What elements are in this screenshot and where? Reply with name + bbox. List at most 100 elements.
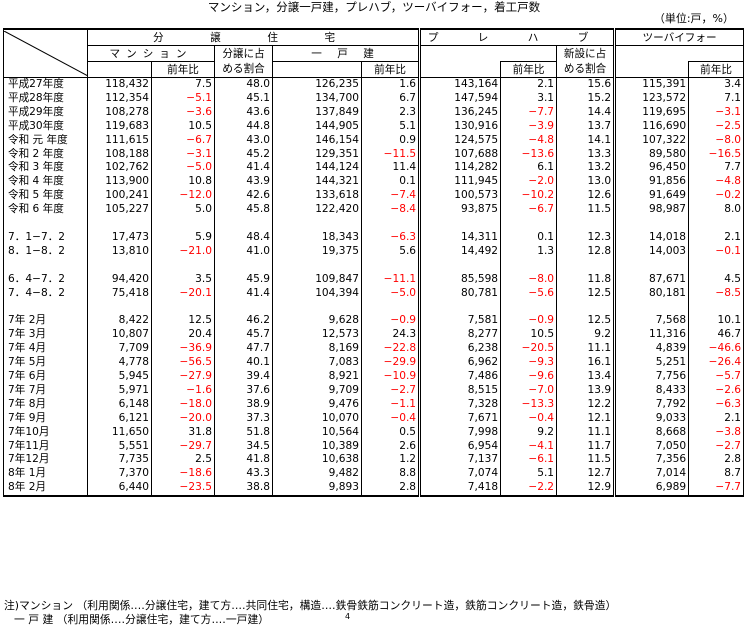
cell-ms: 41.4 [214,286,273,301]
row-label: 7年 7月 [3,383,88,398]
cell-p: 14,492 [419,244,502,259]
cell-m: 118,432 [87,77,152,92]
cell-pp: −13.3 [500,397,558,412]
cell-m: 75,418 [87,286,152,301]
spacer-row [3,258,745,273]
cell-ms: 43.0 [214,133,273,148]
note-line-1: 注)マンション （利用関係‥‥分譲住宅，建て方‥‥共同住宅，構造‥‥鉄骨鉄筋コン… [4,599,617,612]
table-row: 平成28年度 112,354 −5.1 45.1 134,700 6.7 147,594 3.… [3,91,745,106]
cell-m [87,258,152,273]
diagonal-line [4,31,87,76]
cell-ps: 12.1 [556,411,617,426]
cell-i: 7,083 [272,356,362,370]
cell-ps: 11.1 [556,425,617,440]
cell-ps: 12.5 [556,314,617,329]
cell-tp: 4.5 [688,272,745,287]
cell-ms: 41.4 [214,161,273,176]
cell-p: 80,781 [419,286,502,301]
cell-pp: −7.7 [500,105,558,120]
table-row: 7年11月 5,551 −29.7 34.5 10,389 2.6 6,954 −4.1 11.… [3,439,745,454]
cell-i: 129,351 [272,147,362,162]
cell-pp: −13.6 [500,147,558,162]
cell-ps: 12.2 [556,397,617,412]
cell-pp: 5.1 [500,467,558,482]
cell-ms: 43.3 [214,467,273,482]
header-mansion-share-2: める割合 [214,61,273,78]
table-row: 令和 元 年度 111,615 −6.7 43.0 146,154 0.9 124,575−… [3,133,745,148]
cell-ip: −8.4 [360,203,422,218]
cell-ps: 12.9 [556,481,617,498]
cell-pp: −0.9 [500,314,558,329]
cell-m: 113,900 [87,175,152,190]
cell-pp: 6.1 [500,161,558,176]
cell-pp: −4.8 [500,133,558,148]
cell-m [87,217,152,231]
cell-t: 9,033 [614,411,690,426]
cell-ip: −1.1 [360,397,422,412]
cell-ip: 11.4 [360,161,422,176]
cell-i: 134,700 [272,91,362,106]
header-twobyfour-yoy: 前年比 [688,61,745,78]
cell-pp: −9.6 [500,369,558,384]
table-row: 令和 4 年度 113,900 10.8 43.9 144,321 0.1 111,945−… [3,175,745,190]
cell-p: 7,581 [419,314,502,329]
cell-ip: −22.8 [360,342,422,357]
cell-ip [360,217,422,231]
cell-mp: 3.5 [151,272,215,287]
cell-i [272,300,362,315]
table-row: 平成30年度 119,683 10.5 44.8 144,905 5.1 130,916 −3… [3,119,745,134]
cell-p: 14,311 [419,230,502,245]
cell-p: 147,594 [419,91,502,106]
cell-pp: −2.2 [500,481,558,498]
cell-t: 80,181 [614,286,690,301]
cell-i [272,258,362,273]
cell-p: 93,875 [419,203,502,218]
cell-p: 107,688 [419,147,502,162]
cell-tp: −46.6 [688,342,745,357]
cell-i: 144,321 [272,175,362,190]
cell-tp: −5.7 [688,369,745,384]
cell-mp: −29.7 [151,439,215,454]
cell-tp: 8.7 [688,467,745,482]
cell-i: 104,394 [272,286,362,301]
cell-tp: −16.5 [688,147,745,162]
cell-mp: −5.0 [151,161,215,176]
cell-m: 13,810 [87,244,152,259]
cell-m: 100,241 [87,189,152,204]
header-twobyfour: ツーバイフォー [614,28,745,46]
cell-t: 116,690 [614,119,690,134]
cell-ip: 1.6 [360,77,422,92]
cell-pp: −10.2 [500,189,558,204]
page-title: マンション，分譲一戸建，プレハブ，ツーバイフォー，着工戸数 [207,0,541,14]
cell-ps: 12.7 [556,467,617,482]
cell-tp: −3.8 [688,425,745,440]
cell-ip [360,258,422,273]
cell-m: 108,278 [87,105,152,120]
cell-ip: 8.8 [360,467,422,482]
cell-ps: 13.3 [556,147,617,162]
cell-ms: 48.4 [214,230,273,245]
cell-tp: −8.5 [688,286,745,301]
row-label: 7年 8月 [3,397,88,412]
cell-ms: 41.0 [214,244,273,259]
cell-pp: −20.5 [500,342,558,357]
cell-pp [500,217,558,231]
cell-tp: −2.5 [688,119,745,134]
cell-m: 5,551 [87,439,152,454]
cell-t: 7,756 [614,369,690,384]
cell-i: 109,847 [272,272,362,287]
cell-p: 136,245 [419,105,502,120]
cell-m: 119,683 [87,119,152,134]
cell-mp: 10.8 [151,175,215,190]
table-row: 6．4−7．2 94,420 3.5 45.9 109,847 −11.1 85,598 −8… [3,272,745,287]
cell-i: 144,905 [272,119,362,134]
cell-t: 91,649 [614,189,690,204]
cell-i: 12,573 [272,328,362,343]
cell-ip: 5.1 [360,119,422,134]
cell-tp: 10.1 [688,314,745,329]
cell-t: 8,668 [614,425,690,440]
cell-i: 10,638 [272,453,362,468]
cell-mp: −3.1 [151,147,215,162]
cell-m: 7,370 [87,467,152,482]
cell-tp: −0.1 [688,244,745,259]
